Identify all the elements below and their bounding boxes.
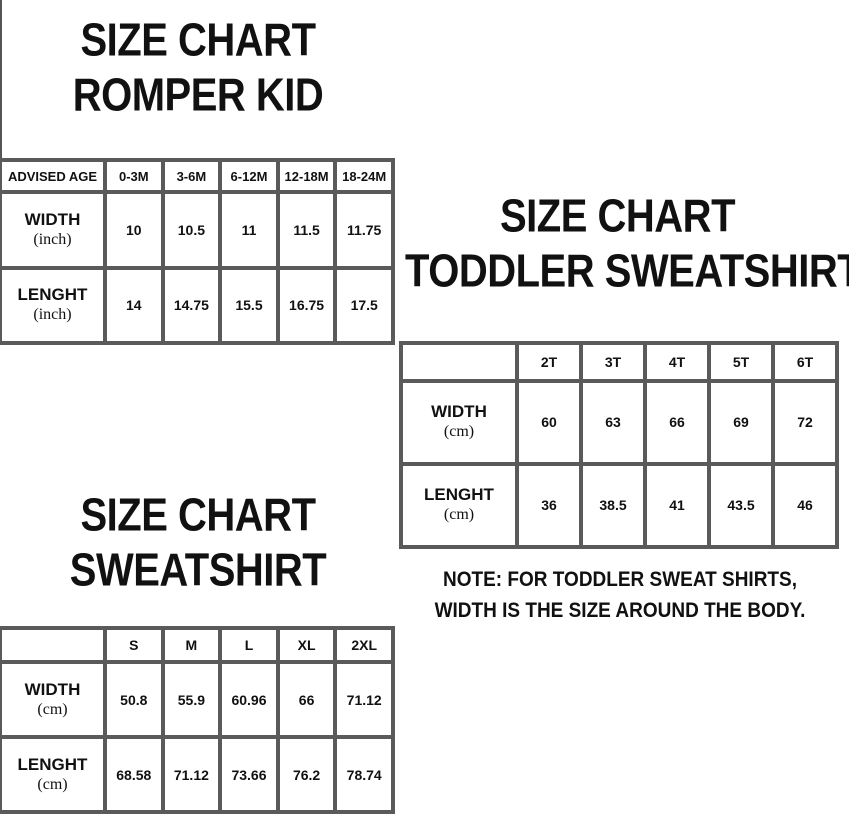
cell: 50.8 xyxy=(103,660,165,740)
column-header: 5T xyxy=(707,341,775,383)
column-header: 18-24M xyxy=(333,157,395,195)
row-unit: (cm) xyxy=(443,423,475,441)
column-header: 3T xyxy=(579,341,647,383)
title-line: SWEATSHIRT xyxy=(69,545,327,596)
column-header: 3-6M xyxy=(160,157,223,195)
table-row: WIDTH (cm) 60 63 66 69 72 xyxy=(399,378,839,466)
sweatshirt-title: SIZE CHART SWEATSHIRT xyxy=(40,488,356,598)
row-label: LENGHT xyxy=(17,754,88,774)
cell: 46 xyxy=(771,461,839,550)
column-header: 2XL xyxy=(333,625,395,665)
title-line: SIZE CHART xyxy=(500,191,736,242)
note-line: WIDTH IS THE SIZE AROUND THE BODY. xyxy=(434,599,806,623)
column-header: 0-3M xyxy=(103,157,165,195)
cell: 10 xyxy=(103,190,165,270)
cell: 15.5 xyxy=(218,265,280,346)
table-row: LENGHT (cm) 36 38.5 41 43.5 46 xyxy=(399,461,839,550)
title-line: SIZE CHART xyxy=(80,490,317,541)
cell: 41 xyxy=(643,461,711,550)
row-label: WIDTH xyxy=(24,210,81,230)
empty-header-cell xyxy=(399,341,519,383)
cell: 63 xyxy=(579,378,647,466)
cell: 16.75 xyxy=(275,265,338,346)
row-header: WIDTH (inch) xyxy=(0,190,107,270)
cell: 68.58 xyxy=(103,735,165,814)
row-label: LENGHT xyxy=(424,485,494,505)
row-header: WIDTH (cm) xyxy=(0,660,107,740)
cell: 66 xyxy=(275,660,338,740)
table-row: WIDTH (cm) 50.8 55.9 60.96 66 71.12 xyxy=(0,660,395,740)
table-row: WIDTH (inch) 10 10.5 11 11.5 11.75 xyxy=(0,190,395,270)
row-unit: (cm) xyxy=(37,775,68,793)
title-line: TODDLER SWEATSHIRT xyxy=(405,246,849,297)
column-header: 6-12M xyxy=(218,157,280,195)
column-header: 2T xyxy=(515,341,583,383)
row-unit: (cm) xyxy=(443,506,475,524)
row-header: WIDTH (cm) xyxy=(399,378,519,466)
column-header: 4T xyxy=(643,341,711,383)
column-header: L xyxy=(218,625,280,665)
cell: 60.96 xyxy=(218,660,280,740)
table-row: S M L XL 2XL xyxy=(0,625,395,665)
cell: 66 xyxy=(643,378,711,466)
cell: 14 xyxy=(103,265,165,346)
title-line: SIZE CHART xyxy=(80,15,317,66)
cell: 71.12 xyxy=(160,735,223,814)
row-label: WIDTH xyxy=(24,679,81,699)
row-unit: (inch) xyxy=(33,306,72,324)
cell: 72 xyxy=(771,378,839,466)
cell: 10.5 xyxy=(160,190,223,270)
cell: 17.5 xyxy=(333,265,395,346)
left-edge-line xyxy=(0,0,2,160)
cell: 69 xyxy=(707,378,775,466)
romper-title: SIZE CHART ROMPER KID xyxy=(40,13,356,123)
cell: 71.12 xyxy=(333,660,395,740)
row-header: LENGHT (inch) xyxy=(0,265,107,346)
cell: 73.66 xyxy=(218,735,280,814)
row-header: LENGHT (cm) xyxy=(399,461,519,550)
cell: 36 xyxy=(515,461,583,550)
table-row: LENGHT (cm) 68.58 71.12 73.66 76.2 78.74 xyxy=(0,735,395,814)
title-line: ROMPER KID xyxy=(72,70,324,121)
row-label: WIDTH xyxy=(431,402,487,422)
cell: 11 xyxy=(218,190,280,270)
toddler-title: SIZE CHART TODDLER SWEATSHIRT xyxy=(405,189,849,299)
column-header: 12-18M xyxy=(275,157,338,195)
row-unit: (cm) xyxy=(37,700,68,718)
header-label: ADVISED AGE xyxy=(0,157,107,195)
column-header: XL xyxy=(275,625,338,665)
empty-header-cell xyxy=(0,625,107,665)
row-label: LENGHT xyxy=(17,285,88,305)
cell: 55.9 xyxy=(160,660,223,740)
cell: 76.2 xyxy=(275,735,338,814)
sweatshirt-size-table: S M L XL 2XL WIDTH (cm) 50.8 55.9 60.96 6… xyxy=(0,625,395,814)
column-header: S xyxy=(103,625,165,665)
row-header: LENGHT (cm) xyxy=(0,735,107,814)
cell: 14.75 xyxy=(160,265,223,346)
table-row: 2T 3T 4T 5T 6T xyxy=(399,341,839,383)
cell: 43.5 xyxy=(707,461,775,550)
cell: 38.5 xyxy=(579,461,647,550)
cell: 11.5 xyxy=(275,190,338,270)
toddler-size-table: 2T 3T 4T 5T 6T WIDTH (cm) 60 63 66 69 72 … xyxy=(399,341,839,550)
table-row: LENGHT (inch) 14 14.75 15.5 16.75 17.5 xyxy=(0,265,395,346)
cell: 60 xyxy=(515,378,583,466)
column-header: M xyxy=(160,625,223,665)
table-row: ADVISED AGE 0-3M 3-6M 6-12M 12-18M 18-24… xyxy=(0,157,395,195)
cell: 78.74 xyxy=(333,735,395,814)
note-line: NOTE: FOR TODDLER SWEAT SHIRTS, xyxy=(443,568,797,592)
row-unit: (inch) xyxy=(33,231,72,249)
cell: 11.75 xyxy=(333,190,395,270)
romper-size-table: ADVISED AGE 0-3M 3-6M 6-12M 12-18M 18-24… xyxy=(0,157,395,346)
toddler-note: NOTE: FOR TODDLER SWEAT SHIRTS, WIDTH IS… xyxy=(405,565,835,627)
column-header: 6T xyxy=(771,341,839,383)
